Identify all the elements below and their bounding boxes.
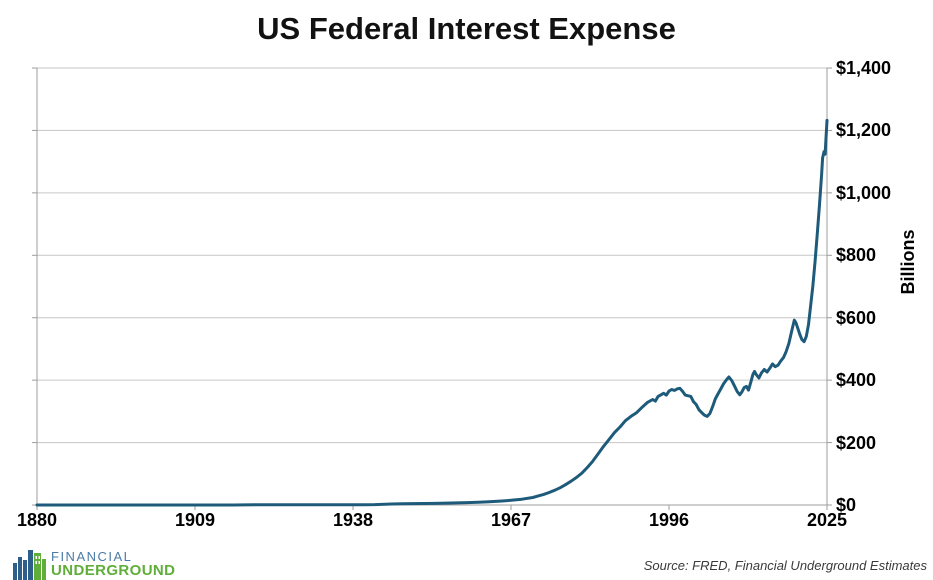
y-tick-label: $0 bbox=[836, 495, 857, 515]
logo-text-underground: UNDERGROUND bbox=[51, 562, 176, 579]
y-tick-label: $400 bbox=[836, 370, 877, 391]
x-tick-label: 1967 bbox=[490, 510, 532, 530]
y-tick-label: $1,200 bbox=[836, 120, 892, 141]
logo-text-financial: FINANCIAL bbox=[51, 549, 133, 564]
chart-title: US Federal Interest Expense bbox=[257, 11, 676, 46]
source-note: Source: FRED, Financial Underground Esti… bbox=[643, 558, 927, 573]
y-tick-label: $200 bbox=[836, 432, 877, 453]
x-tick-label: 1938 bbox=[332, 510, 374, 530]
x-tick-label: 1880 bbox=[16, 510, 58, 530]
x-tick-label: 2025 bbox=[806, 510, 848, 530]
y-tick-label: $600 bbox=[836, 307, 877, 328]
x-tick-label: 1996 bbox=[648, 510, 690, 530]
y-axis-title: Billions bbox=[898, 229, 918, 295]
logo-text: FINANCIAL UNDERGROUND bbox=[51, 550, 175, 580]
financial-underground-logo: FINANCIAL UNDERGROUND bbox=[13, 544, 175, 580]
skyline-icon bbox=[13, 550, 46, 580]
x-tick-label: 1909 bbox=[174, 510, 216, 530]
y-tick-label: $800 bbox=[836, 245, 877, 266]
y-tick-label: $1,000 bbox=[836, 182, 892, 203]
y-tick-label: $1,400 bbox=[836, 58, 892, 78]
